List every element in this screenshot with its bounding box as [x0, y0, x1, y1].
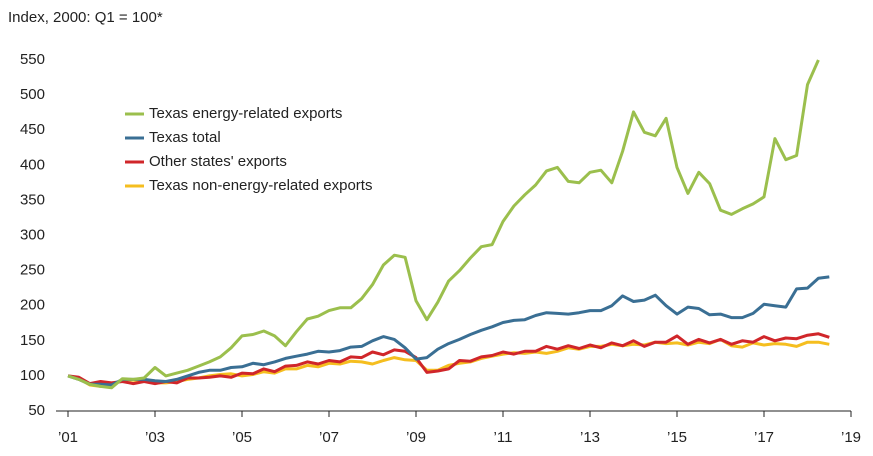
x-tick-label: ’05: [232, 429, 252, 446]
series-line: [67, 275, 830, 387]
y-tick-label: 350: [20, 191, 45, 208]
x-tick-label: ’13: [580, 429, 600, 446]
x-tick-label: ’01: [58, 429, 78, 446]
series-line: [67, 332, 830, 386]
y-tick-label: 150: [20, 332, 45, 349]
legend-label: Texas total: [149, 129, 221, 146]
legend-label: Texas energy-related exports: [149, 105, 342, 122]
x-tick-label: ’15: [667, 429, 687, 446]
y-tick-label: 450: [20, 121, 45, 138]
y-tick-label: 500: [20, 86, 45, 103]
y-tick-label: 550: [20, 51, 45, 68]
x-tick-label: ’11: [494, 429, 513, 446]
y-tick-label: 100: [20, 367, 45, 384]
y-tick-label: 400: [20, 156, 45, 173]
x-tick-label: ’19: [841, 429, 861, 446]
x-tick-label: ’17: [754, 429, 774, 446]
axis-title: Index, 2000: Q1 = 100*: [8, 9, 163, 26]
series-line: [67, 59, 820, 390]
y-tick-label: 250: [20, 262, 45, 279]
y-tick-label: 50: [28, 402, 45, 419]
x-tick-label: ’03: [145, 429, 165, 446]
legend-label: Texas non-energy-related exports: [149, 177, 372, 194]
x-tick-label: ’07: [319, 429, 339, 446]
y-tick-label: 200: [20, 297, 45, 314]
legend-label: Other states' exports: [149, 153, 287, 170]
y-tick-label: 300: [20, 226, 45, 243]
x-tick-label: ’09: [406, 429, 426, 446]
